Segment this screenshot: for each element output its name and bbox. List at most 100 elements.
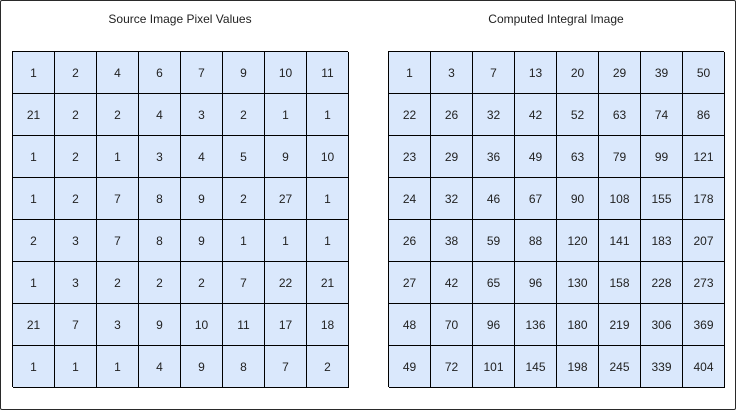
source-pixel-cell: 5 (223, 136, 265, 178)
integral-value-cell: 7 (473, 52, 515, 94)
integral-value-cell: 369 (683, 304, 725, 346)
source-pixel-cell: 18 (307, 304, 349, 346)
integral-value-cell: 65 (473, 262, 515, 304)
source-pixel-cell: 3 (181, 94, 223, 136)
integral-value-cell: 38 (431, 220, 473, 262)
source-pixel-cell: 21 (13, 94, 55, 136)
integral-value-cell: 145 (515, 346, 557, 388)
source-pixel-cell: 17 (265, 304, 307, 346)
integral-value-cell: 3 (431, 52, 473, 94)
source-pixel-cell: 4 (139, 94, 181, 136)
source-pixel-cell: 7 (181, 52, 223, 94)
integral-value-cell: 29 (431, 136, 473, 178)
source-pixel-cell: 2 (307, 346, 349, 388)
source-pixel-cell: 7 (223, 262, 265, 304)
integral-value-cell: 72 (431, 346, 473, 388)
integral-value-cell: 79 (599, 136, 641, 178)
source-pixel-cell: 2 (13, 220, 55, 262)
source-pixel-cell: 1 (13, 178, 55, 220)
integral-value-cell: 158 (599, 262, 641, 304)
source-pixel-cell: 9 (181, 178, 223, 220)
source-pixel-cell: 1 (13, 136, 55, 178)
source-pixel-cell: 2 (97, 262, 139, 304)
source-pixel-cell: 2 (55, 178, 97, 220)
source-pixel-cell: 2 (55, 94, 97, 136)
source-pixel-cell: 4 (139, 346, 181, 388)
source-pixel-cell: 2 (139, 262, 181, 304)
integral-value-cell: 20 (557, 52, 599, 94)
integral-value-cell: 48 (389, 304, 431, 346)
integral-value-cell: 306 (641, 304, 683, 346)
source-pixel-cell: 1 (97, 346, 139, 388)
source-image-title: Source Image Pixel Values (12, 12, 348, 26)
integral-value-cell: 178 (683, 178, 725, 220)
source-pixel-cell: 10 (265, 52, 307, 94)
integral-value-cell: 86 (683, 94, 725, 136)
integral-value-cell: 24 (389, 178, 431, 220)
source-pixel-cell: 10 (181, 304, 223, 346)
source-pixel-cell: 1 (13, 52, 55, 94)
integral-value-cell: 32 (431, 178, 473, 220)
integral-value-cell: 245 (599, 346, 641, 388)
source-pixel-cell: 9 (181, 346, 223, 388)
source-pixel-cell: 1 (223, 220, 265, 262)
source-pixel-cell: 1 (55, 346, 97, 388)
source-pixel-cell: 9 (181, 220, 223, 262)
source-pixel-cell: 1 (265, 94, 307, 136)
integral-value-cell: 26 (431, 94, 473, 136)
source-pixel-cell: 2 (181, 262, 223, 304)
integral-value-cell: 74 (641, 94, 683, 136)
integral-value-cell: 22 (389, 94, 431, 136)
integral-value-cell: 99 (641, 136, 683, 178)
source-pixel-cell: 7 (97, 220, 139, 262)
integral-value-cell: 67 (515, 178, 557, 220)
integral-value-cell: 52 (557, 94, 599, 136)
integral-value-cell: 219 (599, 304, 641, 346)
integral-value-cell: 339 (641, 346, 683, 388)
source-pixel-cell: 2 (97, 94, 139, 136)
integral-value-cell: 90 (557, 178, 599, 220)
integral-value-cell: 63 (599, 94, 641, 136)
integral-value-cell: 13 (515, 52, 557, 94)
source-pixel-cell: 7 (265, 346, 307, 388)
source-pixel-cell: 8 (139, 220, 181, 262)
source-pixel-cell: 4 (181, 136, 223, 178)
source-pixel-cell: 3 (139, 136, 181, 178)
source-pixel-cell: 7 (97, 178, 139, 220)
source-pixel-cell: 1 (307, 94, 349, 136)
source-pixel-cell: 1 (307, 178, 349, 220)
source-pixel-grid: 1 2 4 6 7 9 10 11 21 2 2 4 3 2 1 1 1 2 1 3 4 5 9 10 1 2 7 8 9 2 27 1 2 3 7… (12, 51, 348, 387)
source-pixel-cell: 8 (223, 346, 265, 388)
integral-value-cell: 180 (557, 304, 599, 346)
source-pixel-cell: 9 (265, 136, 307, 178)
integral-value-cell: 121 (683, 136, 725, 178)
integral-value-cell: 63 (557, 136, 599, 178)
integral-image-title: Computed Integral Image (388, 12, 724, 26)
source-pixel-cell: 2 (55, 136, 97, 178)
source-pixel-cell: 21 (13, 304, 55, 346)
integral-value-cell: 198 (557, 346, 599, 388)
integral-value-cell: 141 (599, 220, 641, 262)
integral-value-cell: 96 (473, 304, 515, 346)
source-pixel-cell: 9 (139, 304, 181, 346)
integral-value-cell: 50 (683, 52, 725, 94)
integral-value-cell: 26 (389, 220, 431, 262)
integral-value-cell: 130 (557, 262, 599, 304)
integral-value-cell: 136 (515, 304, 557, 346)
source-pixel-cell: 8 (139, 178, 181, 220)
source-pixel-cell: 4 (97, 52, 139, 94)
source-pixel-cell: 1 (13, 262, 55, 304)
integral-value-cell: 120 (557, 220, 599, 262)
integral-value-cell: 49 (515, 136, 557, 178)
source-pixel-cell: 10 (307, 136, 349, 178)
source-pixel-cell: 3 (97, 304, 139, 346)
integral-value-cell: 228 (641, 262, 683, 304)
source-pixel-cell: 27 (265, 178, 307, 220)
integral-value-cell: 46 (473, 178, 515, 220)
integral-value-cell: 273 (683, 262, 725, 304)
source-pixel-cell: 1 (307, 220, 349, 262)
source-pixel-cell: 22 (265, 262, 307, 304)
source-pixel-cell: 2 (223, 94, 265, 136)
source-pixel-cell: 6 (139, 52, 181, 94)
integral-value-cell: 207 (683, 220, 725, 262)
